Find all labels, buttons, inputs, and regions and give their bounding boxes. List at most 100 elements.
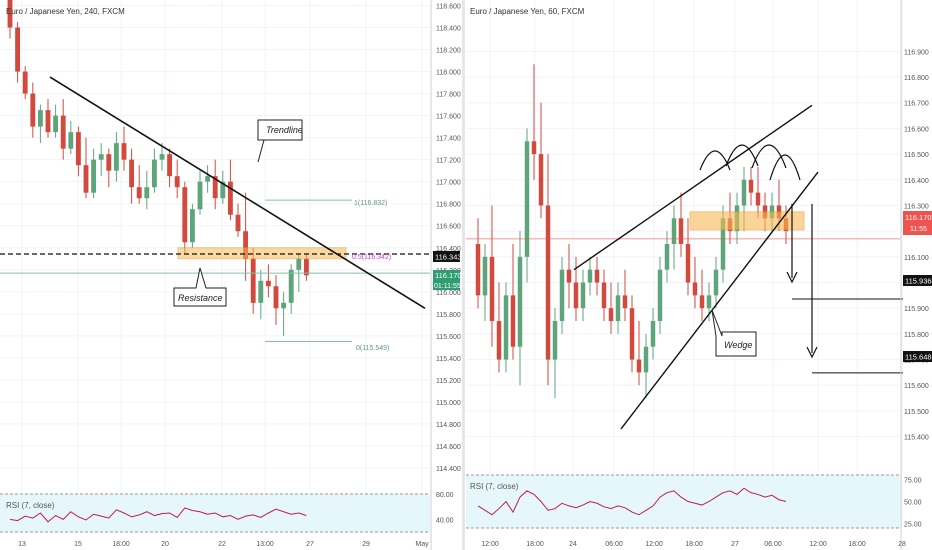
right-time-tick: 12:00: [645, 541, 663, 548]
left-price-tick: 118.000: [436, 70, 461, 77]
left-time-tick: 13:00: [256, 541, 274, 548]
left-price-tick: 116.000: [436, 290, 461, 297]
right-price-tick: 116.700: [904, 101, 929, 108]
candle-body: [580, 282, 586, 309]
right-price-tick: 116.300: [904, 203, 929, 210]
fib-label-mid: 0.5(116.342): [352, 254, 391, 261]
right-time-tick: 06:00: [605, 541, 623, 548]
left-price-tick: 118.400: [436, 26, 461, 33]
candle-body: [622, 295, 628, 309]
candle-body: [678, 218, 684, 244]
candle-body: [212, 176, 218, 199]
wedge-lower-line: [620, 171, 819, 430]
candle-body: [643, 346, 649, 373]
right-time-tick: 18:00: [848, 541, 866, 548]
trendline-callout[interactable]: Trendline: [257, 119, 303, 163]
left-current-value: 116.170: [435, 271, 462, 280]
candle-body: [75, 132, 81, 166]
target-arrow-2-head: [806, 346, 818, 359]
left-price-tick: 116.800: [436, 202, 461, 209]
candle-body: [30, 93, 36, 127]
candle-body: [573, 282, 579, 309]
candle-body: [524, 141, 530, 257]
right-price-tick: 116.500: [904, 152, 929, 159]
right-target2-value: 115.648: [905, 353, 932, 362]
left-price-tick: 115.400: [436, 356, 461, 363]
candle-body: [53, 115, 59, 133]
rsi-line: [477, 487, 787, 516]
candle-body: [83, 165, 89, 193]
right-time-tick: 27: [731, 541, 739, 548]
left-chart-title: Euro / Japanese Yen, 240, FXCM: [6, 7, 125, 16]
left-price-tick: 118.200: [436, 48, 461, 55]
right-rsi-tick: 75.00: [904, 477, 922, 484]
candle-body: [136, 187, 142, 199]
left-price-tick: 116.400: [436, 246, 461, 253]
right-chart-panel[interactable]: 116.900 116.800 116.700 116.600 116.500 116.4…: [466, 0, 929, 550]
wedge-label: Wedge: [724, 340, 752, 350]
candle-body: [265, 280, 271, 287]
candle-body: [197, 181, 203, 210]
support-zone: [689, 211, 805, 231]
candle-body: [552, 321, 558, 360]
left-price-tick: 115.800: [436, 312, 461, 319]
candle-body: [748, 179, 754, 193]
candle-body: [538, 154, 544, 206]
right-time-tick: 06:00: [764, 541, 782, 548]
trendline-label: Trendline: [266, 125, 303, 135]
right-time-tick: 12:00: [481, 541, 499, 548]
candle-body: [167, 154, 173, 177]
candle-body: [60, 115, 66, 149]
right-price-tick: 115.900: [904, 306, 929, 313]
candle-body: [650, 321, 656, 347]
pattern-arc: [725, 144, 759, 167]
candle-body: [496, 321, 502, 360]
left-current-tag: 116.170 01:11:55: [433, 270, 462, 290]
resistance-callout[interactable]: Resistance: [173, 267, 227, 307]
left-rsi-pane: [0, 493, 430, 533]
candle-body: [129, 159, 135, 188]
right-timer-value: 11:55: [910, 226, 927, 233]
candle-body: [489, 256, 495, 322]
left-time-tick: 15: [74, 541, 82, 548]
candle-body: [281, 302, 287, 309]
candle-body: [144, 187, 150, 199]
right-rsi-tick: 50.00: [904, 500, 922, 507]
left-time-axis[interactable]: 13 15 18:00 20 22 13:00 27 29 May: [18, 541, 429, 548]
candle-body: [601, 282, 607, 309]
candle-body: [189, 209, 195, 243]
right-target2-tag: 115.648: [903, 351, 932, 362]
left-drawings: [0, 76, 430, 342]
right-drawings: [466, 104, 903, 430]
candle-body: [608, 308, 614, 322]
left-rsi-tick: 40.00: [436, 517, 454, 524]
left-time-tick: 13: [18, 541, 26, 548]
left-level-tag: 116.343: [433, 251, 462, 262]
candle-body: [220, 181, 226, 199]
left-time-tick: 18:00: [112, 541, 130, 548]
left-price-tick: 117.400: [436, 136, 461, 143]
candle-body: [159, 154, 165, 160]
candle-body: [545, 205, 551, 360]
left-price-tick: 115.600: [436, 334, 461, 341]
right-price-tick: 116.800: [904, 75, 929, 82]
candle-body: [692, 282, 698, 296]
wedge-callout[interactable]: Wedge: [711, 309, 757, 357]
left-time-tick: May: [415, 541, 429, 548]
right-candles: [475, 64, 789, 399]
candle-body: [113, 143, 119, 171]
candle-body: [685, 243, 691, 283]
right-target1-tag: 115.936: [903, 275, 932, 286]
right-time-axis[interactable]: 12:00 18:00 24 06:00 12:00 18:00 27 06:00 12:00 1…: [481, 541, 906, 548]
left-price-grid: [0, 0, 430, 532]
candle-body: [243, 231, 249, 259]
left-time-tick: 20: [161, 541, 169, 548]
candle-body: [587, 269, 593, 283]
pattern-arc: [769, 154, 801, 181]
candle-body: [741, 179, 747, 206]
panel-divider[interactable]: [462, 0, 465, 550]
left-chart-panel[interactable]: 118.600 118.400 118.200 118.000 117.800 117.6…: [0, 0, 461, 550]
candle-body: [517, 256, 523, 347]
candle-body: [755, 192, 761, 206]
trendline: [49, 76, 426, 309]
